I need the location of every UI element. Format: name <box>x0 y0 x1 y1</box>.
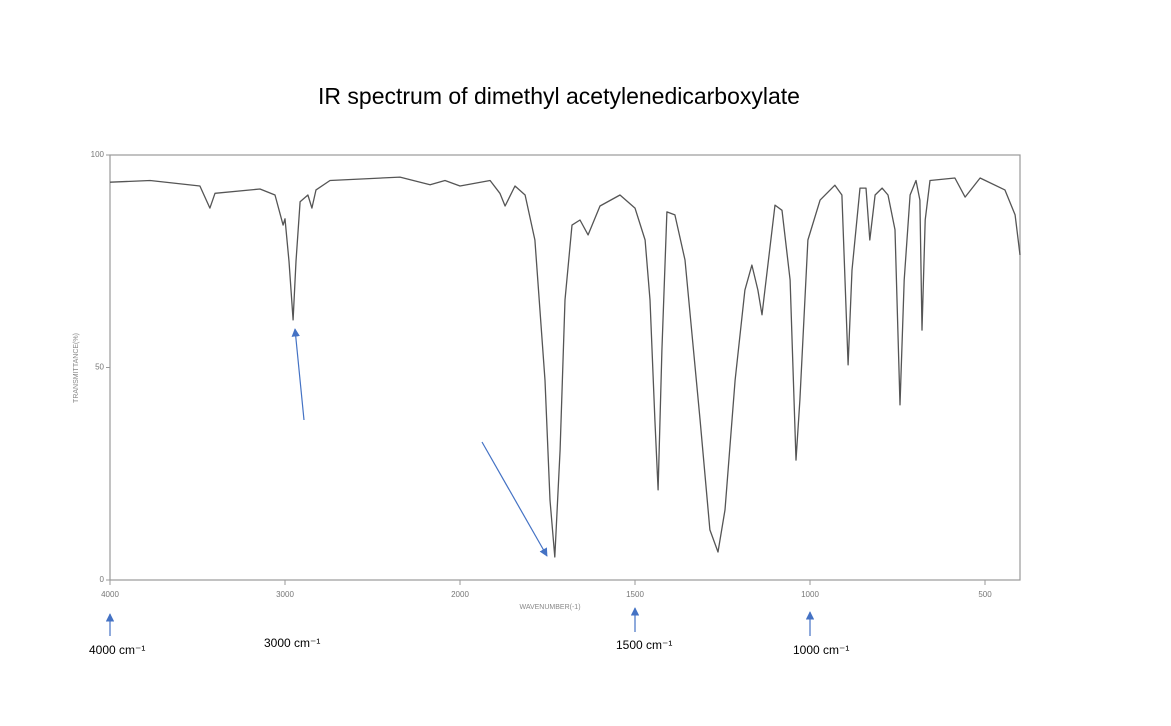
x-tick-label: 2000 <box>451 590 469 599</box>
y-axis-label: TRANSMITTANCE(%) <box>73 333 80 403</box>
x-tick-label: 1000 <box>801 590 819 599</box>
arrow <box>291 328 305 421</box>
x-tick-label: 1500 <box>626 590 644 599</box>
y-tick-label: 0 <box>100 575 105 584</box>
annotation: 1000 cm⁻¹ <box>793 643 849 657</box>
spectrum-line <box>109 176 1021 558</box>
y-tick-label: 100 <box>91 150 105 159</box>
x-tick-label: 500 <box>978 590 992 599</box>
annotation: 3000 cm⁻¹ <box>264 636 320 650</box>
chart-title: IR spectrum of dimethyl acetylenedicarbo… <box>318 83 800 109</box>
x-tick-label: 4000 <box>101 590 119 599</box>
annotation: 4000 cm⁻¹ <box>89 643 145 657</box>
x-axis-label: WAVENUMBER(-1) <box>519 604 580 611</box>
y-tick-label: 50 <box>95 363 104 372</box>
x-tick-label: 3000 <box>276 590 294 599</box>
annotation: 1500 cm⁻¹ <box>616 638 672 652</box>
plot-frame <box>109 154 1021 581</box>
arrow <box>481 441 548 557</box>
